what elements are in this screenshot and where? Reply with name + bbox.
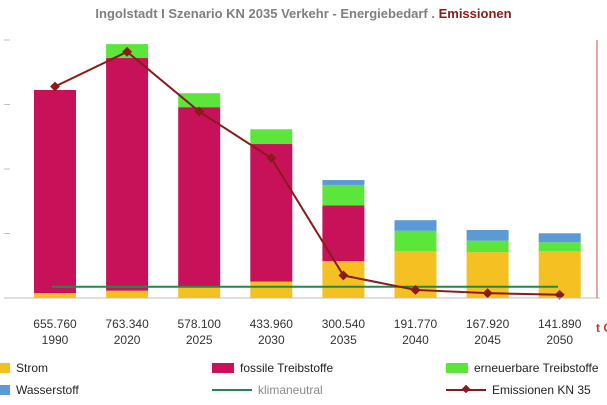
legend-swatch-fossile	[212, 363, 234, 373]
x-value-label-2040: 191.770	[394, 317, 438, 331]
bars-layer	[34, 44, 581, 298]
legend-swatch-wasserstoff	[0, 385, 10, 395]
chart-title-emphasis: Emissionen	[438, 6, 512, 21]
legend-label-erneuerbare: erneuerbare Treibstoffe	[474, 361, 599, 375]
legend-marker-emissionen	[461, 384, 471, 394]
marker-2040	[410, 284, 421, 295]
bar-2030-strom	[250, 281, 293, 298]
marker-2045	[482, 288, 493, 299]
x-tick-label-1990: 1990	[42, 333, 69, 347]
bar-2040-wasserstoff	[394, 220, 437, 231]
bar-2045-wasserstoff	[466, 230, 509, 241]
x-tick-label-2025: 2025	[186, 333, 213, 347]
bar-2040-erneuerbare-treibstoffe	[394, 230, 437, 252]
legend-item-emissionen: Emissionen KN 35	[446, 383, 591, 397]
marker-2050	[554, 289, 565, 300]
chart-title: Ingolstadt I Szenario KN 2035 Verkehr - …	[0, 6, 607, 21]
bar-2045-erneuerbare-treibstoffe	[466, 240, 509, 253]
legend-item-erneuerbare: erneuerbare Treibstoffe	[446, 361, 599, 375]
legend-label-emissionen: Emissionen KN 35	[492, 383, 591, 397]
bar-1990-strom	[34, 293, 76, 298]
labels-layer: 655.760 1990 763.340 2020 578.100 2025 433.960…	[33, 317, 607, 347]
y2-axis-label: t CO2	[596, 321, 607, 335]
marker-2035	[338, 270, 349, 281]
bar-2050-wasserstoff	[538, 233, 581, 243]
bar-2035-wasserstoff	[322, 180, 365, 185]
x-tick-label-2040: 2040	[402, 333, 429, 347]
marker-1990	[50, 81, 60, 92]
legend-swatch-strom	[0, 363, 10, 373]
bar-2020-strom	[106, 290, 149, 298]
x-value-label-2035: 300.540	[322, 317, 366, 331]
bar-2020-fossile-treibstoffe	[106, 58, 149, 291]
x-value-label-1990: 655.760	[33, 317, 77, 331]
x-tick-label-2030: 2030	[258, 333, 285, 347]
x-value-label-2045: 167.920	[466, 317, 510, 331]
bar-1990-fossile-treibstoffe	[34, 89, 76, 294]
legend-item-wasserstoff: Wasserstoff	[0, 383, 79, 397]
legend-label-fossile: fossile Treibstoffe	[240, 361, 334, 375]
lines-layer	[50, 46, 565, 300]
legend-item-fossile: fossile Treibstoffe	[212, 361, 333, 375]
bar-2025-strom	[178, 287, 221, 298]
bar-2035-erneuerbare-treibstoffe	[322, 184, 365, 206]
legend-swatch-erneuerbare	[446, 363, 468, 373]
chart-title-main: Ingolstadt I Szenario KN 2035 Verkehr - …	[95, 6, 439, 21]
x-tick-label-2045: 2045	[474, 333, 501, 347]
bar-2025-fossile-treibstoffe	[178, 107, 221, 288]
legend-label-wasserstoff: Wasserstoff	[16, 383, 79, 397]
bar-2030-fossile-treibstoffe	[250, 144, 293, 282]
bar-2050-erneuerbare-treibstoffe	[538, 242, 581, 252]
legend-label-strom: Strom	[16, 361, 49, 375]
legend-item-strom: Strom	[0, 361, 48, 375]
x-value-label-2050: 141.890	[538, 317, 582, 331]
marker-2020	[122, 46, 133, 57]
x-tick-label-2020: 2020	[114, 333, 141, 347]
legend-line-emissionen	[446, 384, 486, 394]
x-value-label-2025: 578.100	[178, 317, 222, 331]
x-value-label-2030: 433.960	[250, 317, 294, 331]
legend-item-klimaneutral: klimaneutral	[212, 383, 323, 397]
bar-2030-erneuerbare-treibstoffe	[250, 129, 293, 145]
marker-2025	[194, 106, 205, 117]
x-tick-label-2050: 2050	[546, 333, 573, 347]
legend-label-klimaneutral: klimaneutral	[258, 383, 323, 397]
x-tick-label-2035: 2035	[330, 333, 357, 347]
line-emissionen-kn-35	[54, 50, 560, 296]
x-value-label-2020: 763.340	[105, 317, 149, 331]
marker-2030	[266, 153, 277, 163]
axes-layer	[4, 39, 600, 299]
legend-line-klimaneutral	[212, 389, 252, 391]
